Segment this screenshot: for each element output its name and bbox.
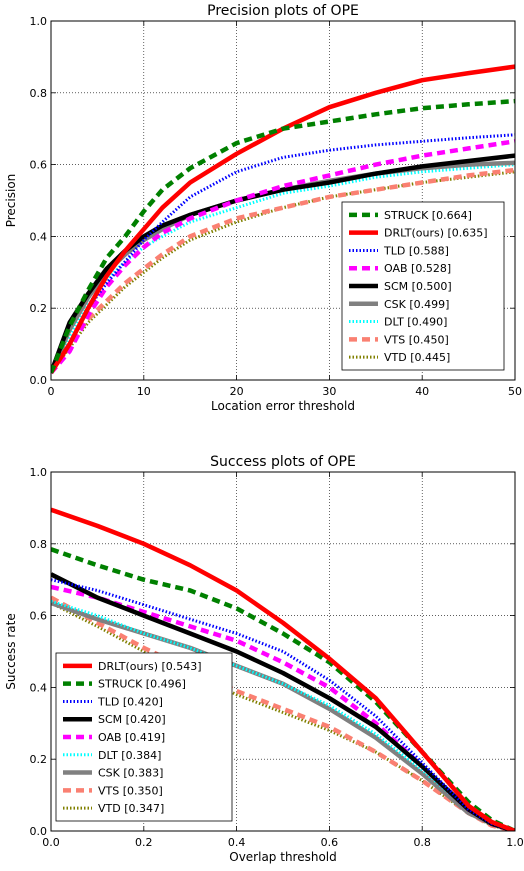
y-axis-label: Success rate [4,613,18,690]
legend-label-scm-0-420: SCM [0.420] [98,713,166,726]
y-tick-label: 0.0 [30,825,48,838]
legend-label-csk-0-383: CSK [0.383] [98,767,163,780]
y-axis-label: Precision [4,174,18,228]
series-line-vts-0-450 [51,167,515,375]
legend-label-oab-0-419: OAB [0.419] [98,731,165,744]
y-tick-label: 0.6 [30,610,48,623]
x-tick-label: 20 [230,385,244,398]
legend-label-oab-0-528: OAB [0.528] [384,262,451,275]
y-tick-label: 1.0 [30,466,48,479]
precision-chart: Precision plots of OPE 0 10 20 30 40 50 0.0 0.2 0… [4,3,522,413]
legend: STRUCK [0.664] DRLT(ours) [0.635] TLD [0.5… [341,201,505,371]
legend-label-vtd-0-347: VTD [0.347] [98,802,164,815]
plot-frame [50,20,516,381]
legend-label-dlt-0-490: DLT [0.490] [384,316,447,329]
legend-label-tld-0-420: TLD [0.420] [97,695,163,708]
series-line-vtd-0-445 [51,170,515,374]
x-tick-label: 1.0 [506,836,524,849]
x-tick-label: 0.0 [42,836,60,849]
legend-label-vts-0-350: VTS [0.350] [98,784,163,797]
series-line-scm-0-500 [51,153,515,374]
legend-label-tld-0-588: TLD [0.588] [383,244,449,257]
y-tick-label: 0.4 [30,681,48,694]
x-tick-label: 50 [508,385,522,398]
y-tick-label: 0.8 [30,87,48,100]
y-tick-label: 1.0 [30,15,48,28]
legend-label-vts-0-450: VTS [0.450] [384,333,449,346]
series-line-drlt-ours-0-635 [51,64,515,375]
legend-label-scm-0-500: SCM [0.500] [384,280,452,293]
series-line-drlt-ours-0-543 [51,507,515,831]
x-axis-label: Location error threshold [211,399,355,413]
legend: DRLT(ours) [0.543] STRUCK [0.496] TLD [0.4… [55,652,233,822]
y-tick-label: 0.4 [30,230,48,243]
y-tick-label: 0.2 [30,753,48,766]
series-line-oab-0-528 [51,139,515,375]
legend-label-vtd-0-445: VTD [0.445] [384,351,450,364]
y-tick-label: 0.2 [30,302,48,315]
legend-label-dlt-0-384: DLT [0.384] [98,749,161,762]
legend-label-csk-0-499: CSK [0.499] [384,298,449,311]
series-line-struck-0-496 [51,547,515,831]
x-tick-label: 0.4 [228,836,246,849]
x-axis-label: Overlap threshold [229,850,337,864]
legend-label-struck-0-664: STRUCK [0.664] [384,209,472,222]
legend-label-drlt-ours-0-635: DRLT(ours) [0.635] [384,227,488,240]
legend-label-struck-0-496: STRUCK [0.496] [98,678,186,691]
legend-label-drlt-ours-0-543: DRLT(ours) [0.543] [98,660,202,673]
chart-title: Precision plots of OPE [207,3,359,19]
x-tick-label: 10 [137,385,151,398]
series-line-tld-0-420 [51,578,515,831]
y-tick-label: 0.6 [30,159,48,172]
x-tick-label: 0.6 [321,836,339,849]
y-tick-label: 0.8 [30,538,48,551]
y-tick-label: 0.0 [30,374,48,387]
x-tick-label: 0 [48,385,55,398]
success-chart: Success plots of OPE 0.0 0.2 0.4 0.6 0.8 1.0 0.… [4,454,524,864]
x-tick-label: 30 [322,385,336,398]
x-tick-label: 0.2 [135,836,153,849]
series-line-csk-0-383 [51,600,515,831]
series-group [51,64,515,375]
x-tick-label: 0.8 [413,836,431,849]
chart-title: Success plots of OPE [210,454,356,470]
series-group [51,507,515,831]
x-tick-label: 40 [415,385,429,398]
series-line-struck-0-664 [51,98,515,374]
series-line-scm-0-420 [51,572,515,831]
plot-frame [50,471,516,832]
legend-box [55,652,233,822]
